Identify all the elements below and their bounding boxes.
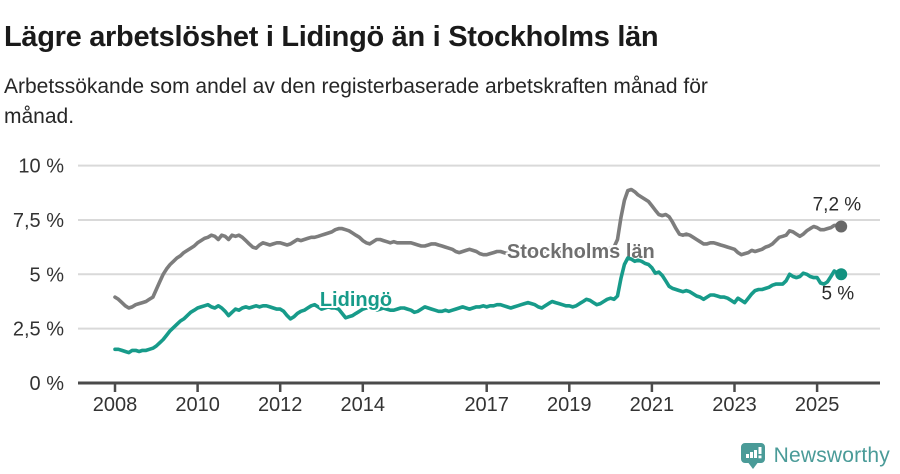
newsworthy-icon bbox=[740, 443, 765, 469]
newsworthy-logo[interactable]: Newsworthy bbox=[740, 442, 890, 470]
series-end-dot-stockholm bbox=[835, 220, 848, 233]
x-tick-label: 2012 bbox=[258, 394, 303, 416]
x-tick-label: 2021 bbox=[630, 394, 675, 416]
chart-title: Lägre arbetslöshet i Lidingö än i Stockh… bbox=[4, 21, 659, 54]
y-tick-label: 0 % bbox=[30, 373, 65, 395]
newsworthy-wordmark: Newsworthy bbox=[773, 444, 890, 467]
logo-bar-2 bbox=[749, 452, 753, 458]
logo-exclamation-dot bbox=[758, 455, 762, 459]
y-tick-label: 10 % bbox=[18, 156, 64, 178]
chart-subtitle: Arbetssökande som andel av den registerb… bbox=[4, 72, 708, 132]
logo-bar-3 bbox=[753, 450, 757, 458]
y-tick-label: 7,5 % bbox=[13, 210, 64, 232]
series-name-label-lidingo: Lidingö bbox=[320, 289, 392, 311]
x-tick-label: 2010 bbox=[175, 394, 220, 416]
series-end-dot-lidingo bbox=[835, 268, 848, 281]
x-tick-label: 2017 bbox=[464, 394, 509, 416]
chart-subtitle-line-2: månad. bbox=[4, 105, 75, 128]
y-tick-label: 5 % bbox=[30, 264, 65, 286]
chart-subtitle-line-1: Arbetssökande som andel av den registerb… bbox=[4, 75, 708, 98]
x-tick-label: 2025 bbox=[795, 394, 840, 416]
series-end-value-label-stockholm: 7,2 % bbox=[813, 194, 862, 215]
series-line-stockholm bbox=[113, 187, 844, 310]
series-end-value-label-lidingo: 5 % bbox=[821, 283, 854, 304]
logo-bar-1 bbox=[745, 454, 749, 458]
x-tick-label: 2014 bbox=[341, 394, 386, 416]
logo-exclamation-stem bbox=[758, 447, 762, 454]
x-tick-label: 2019 bbox=[547, 394, 592, 416]
series-line-lidingo bbox=[113, 256, 844, 355]
x-tick-label: 2023 bbox=[712, 394, 757, 416]
y-tick-label: 2,5 % bbox=[13, 319, 64, 341]
x-tick-label: 2008 bbox=[93, 394, 138, 416]
